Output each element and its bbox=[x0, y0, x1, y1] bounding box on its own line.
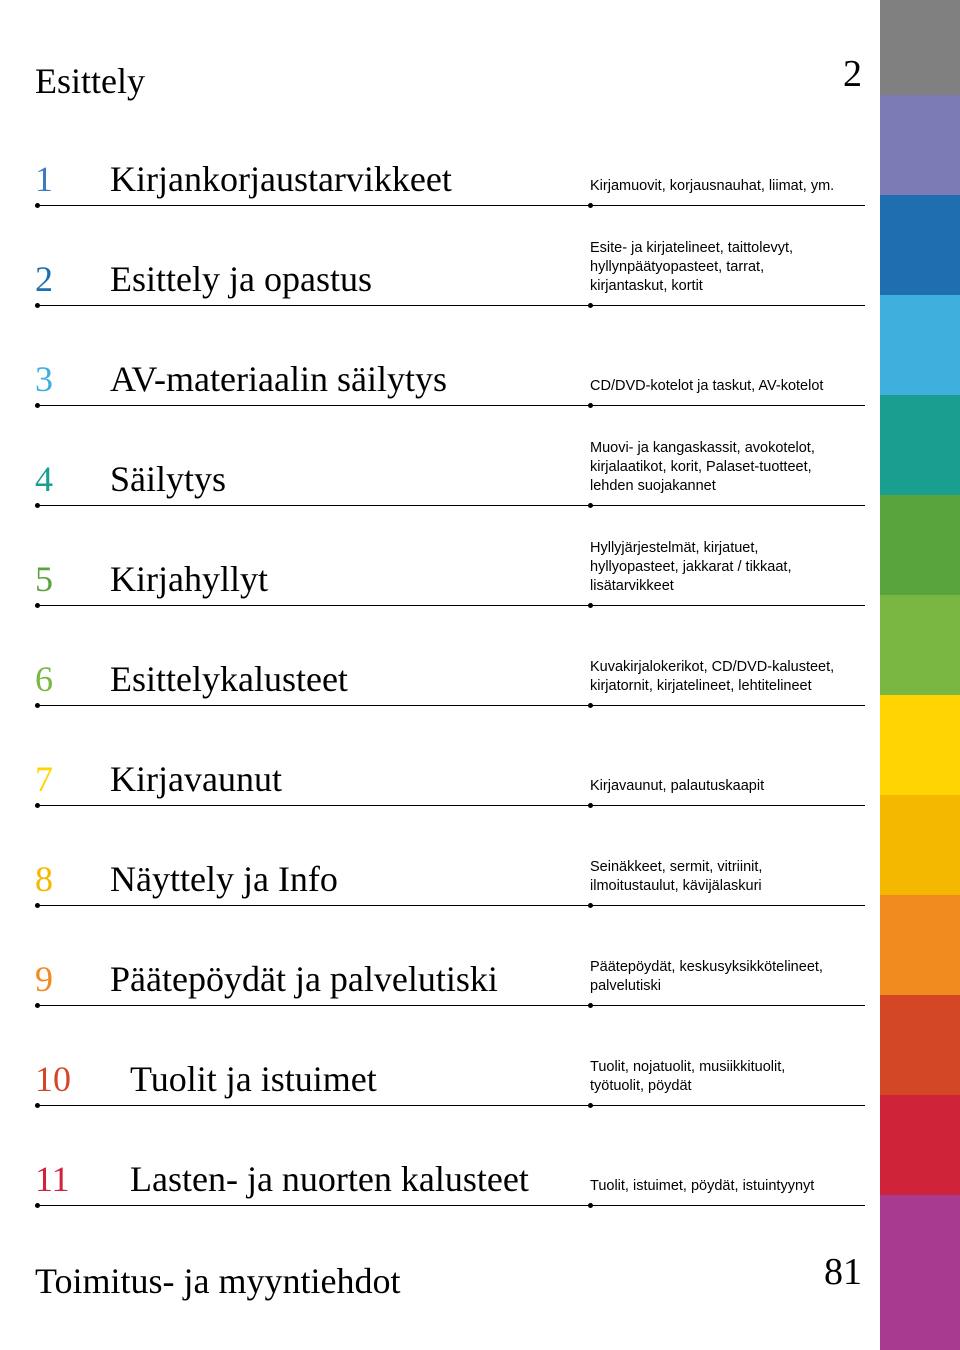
dot-icon bbox=[588, 1003, 593, 1008]
toc-row: 4SäilytysMuovi- ja kangaskassit, avokote… bbox=[35, 445, 865, 500]
dot-icon bbox=[588, 603, 593, 608]
toc-row-rule bbox=[35, 405, 865, 406]
toc-row-title: Lasten- ja nuorten kalusteet bbox=[130, 1158, 529, 1200]
toc-row: 7KirjavaunutKirjavaunut, palautuskaapit4… bbox=[35, 745, 865, 800]
toc-row-rule bbox=[35, 905, 865, 906]
dot-icon bbox=[35, 903, 40, 908]
toc-row: 10 Tuolit ja istuimet Tuolit, nojatuolit, … bbox=[35, 1045, 865, 1100]
dot-icon bbox=[35, 703, 40, 708]
dot-icon bbox=[588, 503, 593, 508]
toc-row-title: Esittely ja opastus bbox=[110, 258, 372, 300]
toc-row-page: 74 bbox=[847, 0, 907, 1204]
dot-icon bbox=[35, 603, 40, 608]
toc-row-number: 7 bbox=[35, 758, 53, 800]
toc-row-title: Päätepöydät ja palvelutiski bbox=[110, 958, 498, 1000]
toc-row: 5KirjahyllytHyllyjärjestelmät, kirjatuet… bbox=[35, 545, 865, 600]
toc-row-description: Kirjavaunut, palautuskaapit bbox=[590, 777, 840, 796]
toc-row-description: Muovi- ja kangaskassit, avokotelot, kirj… bbox=[590, 439, 840, 496]
intro-title: Esittely bbox=[35, 60, 145, 102]
toc-row-description: Esite- ja kirjatelineet, taittolevyt, hy… bbox=[590, 239, 840, 296]
dot-icon bbox=[588, 203, 593, 208]
toc-row-number: 2 bbox=[35, 258, 53, 300]
toc-row-rule bbox=[35, 205, 865, 206]
toc-row-rule bbox=[35, 1105, 865, 1106]
toc-row-rule bbox=[35, 1005, 865, 1006]
toc-row-rule bbox=[35, 605, 865, 606]
dot-icon bbox=[35, 203, 40, 208]
toc-row: 6 Esittelykalusteet Kuvakirjalokerikot, CD… bbox=[35, 645, 865, 700]
dot-icon bbox=[35, 303, 40, 308]
toc-row: 9 Päätepöydät ja palvelutiski Päätepöydät,… bbox=[35, 945, 865, 1000]
toc-row-title: Tuolit ja istuimet bbox=[130, 1058, 377, 1100]
toc-row-description: Kirjamuovit, korjausnauhat, liimat, ym. bbox=[590, 177, 840, 196]
toc-row-description: Tuolit, istuimet, pöydät, istuintyynyt bbox=[590, 1177, 840, 1196]
intro-row: Esittely bbox=[35, 60, 145, 102]
dot-icon bbox=[588, 303, 593, 308]
toc-row: 8 Näyttely ja Info Seinäkkeet, sermit, vit… bbox=[35, 845, 865, 900]
dot-icon bbox=[35, 1003, 40, 1008]
toc-row-title: Kirjahyllyt bbox=[110, 558, 268, 600]
toc-row-number: 11 bbox=[35, 1158, 70, 1200]
toc-row-rule bbox=[35, 505, 865, 506]
toc-row-description: Seinäkkeet, sermit, vitriinit, ilmoitust… bbox=[590, 858, 840, 896]
toc-row-number: 5 bbox=[35, 558, 53, 600]
toc-row: 2Esittely ja opastusEsite- ja kirjatelin… bbox=[35, 245, 865, 300]
toc-row-description: CD/DVD-kotelot ja taskut, AV-kotelot bbox=[590, 377, 840, 396]
toc-row-number: 4 bbox=[35, 458, 53, 500]
toc-row: 3 AV-materiaalin säilytys CD/DVD-kotelot j… bbox=[35, 345, 865, 400]
toc-row: 1 Kirjankorjaustarvikkeet Kirjamuovit, kor… bbox=[35, 145, 865, 200]
toc-row-number: 3 bbox=[35, 358, 53, 400]
toc-row-title: Esittelykalusteet bbox=[110, 658, 348, 700]
toc-row-rule bbox=[35, 305, 865, 306]
dot-icon bbox=[588, 1203, 593, 1208]
toc-row-description: Päätepöydät, keskusyksikkötelineet, palv… bbox=[590, 958, 840, 996]
toc-row-title: AV-materiaalin säilytys bbox=[110, 358, 447, 400]
toc-row-title: Näyttely ja Info bbox=[110, 858, 338, 900]
toc-row-description: Hyllyjärjestelmät, kirjatuet, hyllyopast… bbox=[590, 539, 840, 596]
dot-icon bbox=[588, 403, 593, 408]
toc-row-description: Tuolit, nojatuolit, musiikkituolit, työt… bbox=[590, 1058, 840, 1096]
dot-icon bbox=[35, 503, 40, 508]
dot-icon bbox=[588, 1103, 593, 1108]
toc-row-number: 1 bbox=[35, 158, 53, 200]
dot-icon bbox=[35, 1203, 40, 1208]
toc-row-title: Säilytys bbox=[110, 458, 226, 500]
color-tab-footer bbox=[880, 1195, 960, 1350]
toc-row-description: Kuvakirjalokerikot, CD/DVD-kalusteet, ki… bbox=[590, 658, 840, 696]
toc-row: 11 Lasten- ja nuorten kalusteet Tuolit, is… bbox=[35, 1145, 865, 1200]
toc-row-number: 9 bbox=[35, 958, 53, 1000]
toc-row-rule bbox=[35, 705, 865, 706]
dot-icon bbox=[35, 1103, 40, 1108]
toc-row-rule bbox=[35, 1205, 865, 1206]
dot-icon bbox=[35, 403, 40, 408]
dot-icon bbox=[588, 903, 593, 908]
footer-page-number: 81 bbox=[824, 1250, 862, 1294]
dot-icon bbox=[588, 703, 593, 708]
toc-row-number: 8 bbox=[35, 858, 53, 900]
toc-row-rule bbox=[35, 805, 865, 806]
toc-row-number: 6 bbox=[35, 658, 53, 700]
footer-title: Toimitus- ja myyntiehdot bbox=[35, 1260, 400, 1302]
dot-icon bbox=[35, 803, 40, 808]
toc-row-title: Kirjankorjaustarvikkeet bbox=[110, 158, 452, 200]
toc-row-title: Kirjavaunut bbox=[110, 758, 282, 800]
toc-row-number: 10 bbox=[35, 1058, 71, 1100]
footer-row: Toimitus- ja myyntiehdot bbox=[35, 1260, 400, 1302]
dot-icon bbox=[588, 803, 593, 808]
